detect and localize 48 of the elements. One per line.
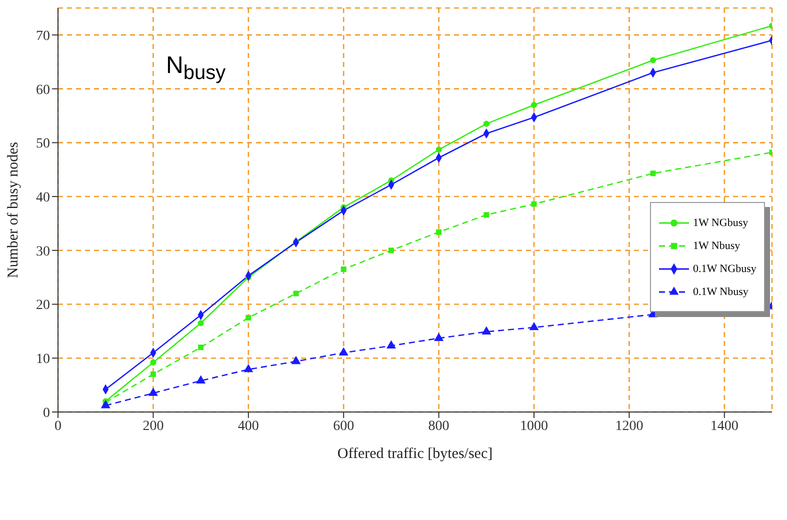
x-tick-label: 600 [333,418,354,434]
y-axis-title: Number of busy nodes [5,142,22,278]
point [246,314,252,320]
point [150,359,156,366]
point [484,212,490,218]
point [482,326,491,334]
y-tick-label: 30 [36,244,50,260]
point [150,372,156,378]
point [244,364,253,372]
y-tick-label: 50 [36,136,50,152]
point [436,229,442,235]
point [436,146,442,153]
x-tick-label: 1200 [615,418,644,434]
point [101,400,110,408]
point [148,388,158,396]
x-tick-label: 800 [428,418,450,434]
point [483,120,490,127]
point [386,340,396,348]
x-tick-label: 1400 [710,418,738,434]
legend-label: 0.1W NGbusy [693,262,756,274]
annotation: N$_{busy}$ [166,52,226,84]
y-tick-label: 40 [36,190,50,206]
legend-label: 1W Nbusy [693,240,740,252]
y-tick-label: 0 [43,406,50,421]
point [388,248,394,254]
x-tick-label: 200 [142,418,164,434]
y-tick-label: 10 [36,352,50,368]
point [530,102,538,108]
y-tick-label: 60 [36,82,50,98]
x-tick-label: 1000 [520,418,548,434]
point [434,333,444,341]
point [292,356,300,364]
y-tick-label: 20 [36,298,50,314]
point [530,322,538,330]
point [198,344,204,350]
point [196,376,206,384]
point [650,57,656,64]
point [340,266,346,272]
legend-label: 1W NGbusy [693,216,748,228]
x-tick-label: 400 [238,418,259,434]
legend-label: 0.1W Nbusy [693,286,748,298]
y-tick-label: 70 [36,28,50,44]
x-tick-label: 0 [54,418,62,434]
x-axis-title: Offered traffic [bytes/sec] [337,446,493,462]
point [531,201,537,207]
point [198,320,204,326]
point [339,348,348,356]
point [650,170,656,176]
